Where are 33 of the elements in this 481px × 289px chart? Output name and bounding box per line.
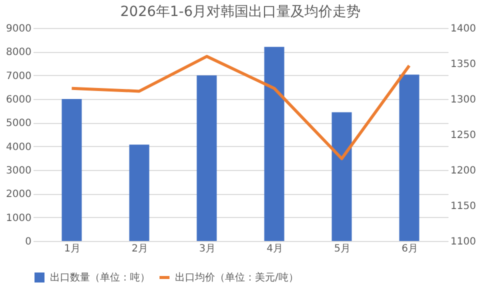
y-tick-label: 5000: [6, 118, 32, 130]
bar: [62, 99, 82, 241]
y2-tick-label: 1100: [450, 236, 476, 248]
bar: [399, 74, 420, 241]
x-tick-label: 1月: [64, 244, 80, 254]
y-tick-label: 9000: [6, 24, 32, 34]
y-tick-label: 4000: [6, 142, 32, 153]
x-tick-label: 4月: [266, 244, 283, 254]
legend-label: 出口均价（单位：美元/吨）: [175, 272, 298, 284]
y-tick-label: 7000: [6, 70, 32, 82]
y2-tick-label: 1350: [450, 59, 476, 70]
y2-tick-label: 1200: [450, 166, 476, 176]
y2-tick-label: 1150: [450, 201, 476, 212]
bar: [196, 75, 217, 241]
y-tick-label: 3000: [6, 166, 32, 176]
x-tick-label: 3月: [199, 244, 216, 254]
y-tick-label: 6000: [6, 94, 32, 106]
bar: [264, 46, 284, 241]
chart-title: 2026年1-6月对韩国出口量及均价走势: [120, 4, 361, 20]
legend-label: 出口数量（单位：吨）: [50, 272, 150, 284]
line-series: [70, 54, 411, 160]
y2-tick-label: 1250: [450, 130, 476, 141]
bar: [332, 112, 352, 241]
y2-tick-label: 1400: [450, 24, 476, 34]
x-tick-label: 2月: [132, 244, 148, 254]
y-tick-label: 2000: [6, 189, 32, 200]
y2-tick-label: 1300: [450, 94, 476, 106]
y-tick-label: 0: [25, 236, 32, 248]
x-tick-label: 5月: [334, 244, 350, 254]
x-tick-label: 6月: [402, 244, 418, 254]
bar: [129, 144, 150, 241]
y-tick-label: 8000: [6, 47, 32, 58]
y-tick-label: 1000: [6, 212, 32, 224]
